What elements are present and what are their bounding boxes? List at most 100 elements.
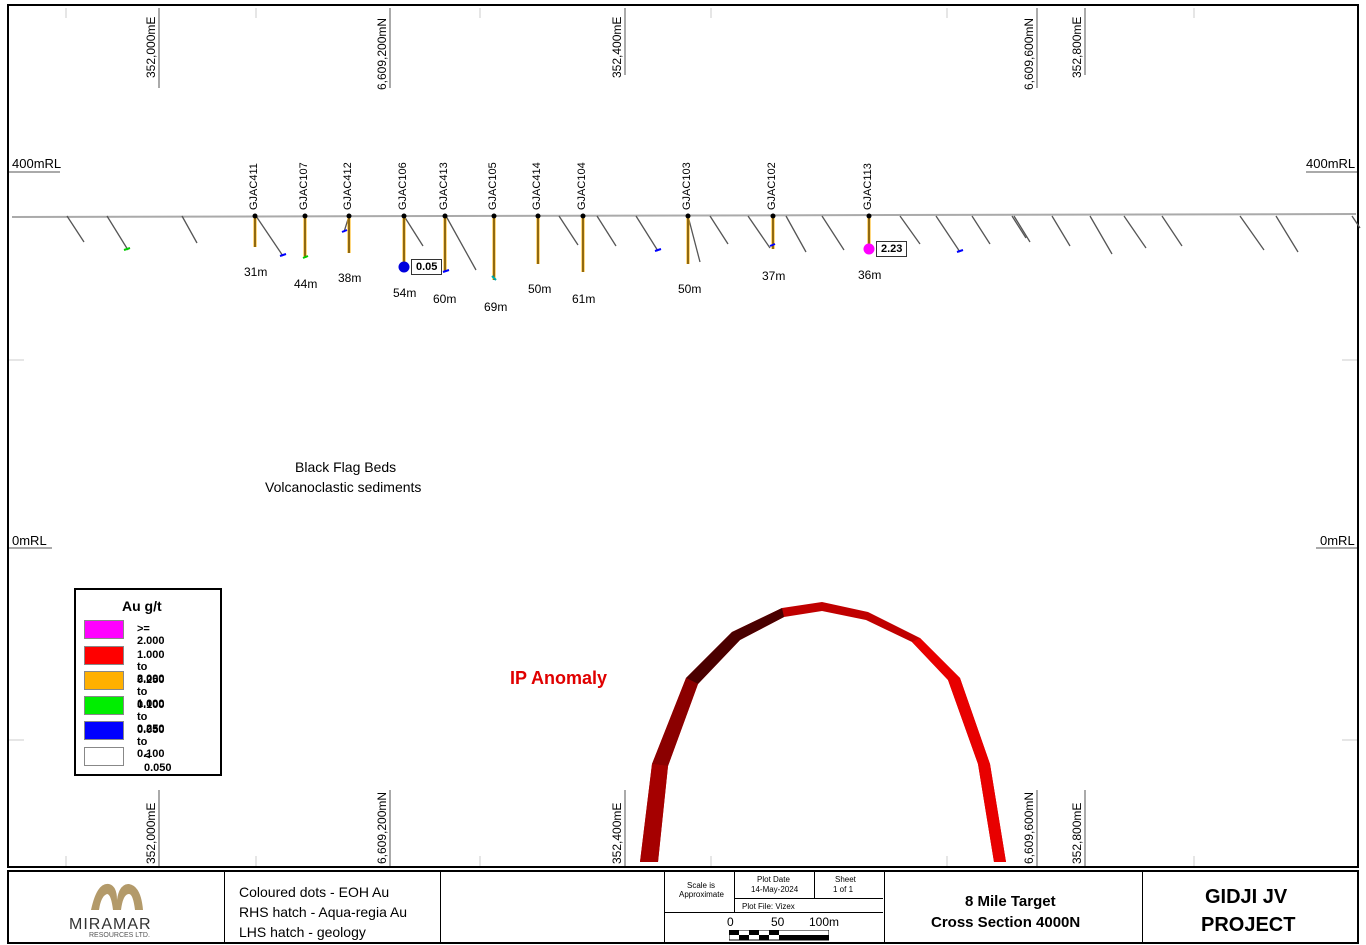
drillhole-gjac106 — [401, 213, 407, 267]
hole-depth-gjac412: 38m — [338, 271, 362, 285]
drillhole-gjac113 — [866, 213, 872, 245]
legend-swatch-green — [84, 696, 124, 715]
northing-label-6609600-top: 6,609,600mN — [1022, 17, 1036, 90]
legend-label: < 0.050 — [144, 750, 172, 774]
drillhole-gjac105 — [491, 213, 497, 280]
hole-id-gjac414: GJAC414 — [531, 162, 543, 210]
project-name: GIDJI JV — [1205, 886, 1288, 908]
project-label: PROJECT — [1201, 914, 1296, 936]
drillhole-gjac413 — [442, 213, 448, 272]
company-subtitle: RESOURCES LTD. — [89, 932, 150, 939]
hole-id-gjac106: GJAC106 — [397, 162, 409, 210]
hole-depth-gjac105: 69m — [484, 300, 508, 314]
plot-date-label: Plot Date — [757, 875, 790, 884]
note-line-3: LHS hatch - geology — [239, 924, 366, 940]
sheet-label: Sheet — [835, 875, 856, 884]
hole-id-gjac113: GJAC113 — [862, 163, 874, 210]
ip-anomaly-label: IP Anomaly — [510, 668, 608, 688]
note-line-2: RHS hatch - Aqua-regia Au — [239, 904, 408, 920]
northing-label-6609200-top: 6,609,200mN — [375, 17, 389, 90]
hole-depth-gjac104: 61m — [572, 292, 596, 306]
plot-file: Plot File: Vizex — [742, 902, 795, 911]
legend-label: 1.000 to 2.000 — [137, 649, 165, 685]
rl0-label-right: 0mRL — [1320, 533, 1355, 548]
blank-cell — [441, 872, 665, 942]
hole-id-gjac102: GJAC102 — [766, 162, 778, 210]
notes-cell: Coloured dots - EOH Au RHS hatch - Aqua-… — [225, 872, 441, 942]
legend-title: Au g/t — [122, 598, 162, 614]
hole-depth-gjac113: 36m — [858, 268, 882, 282]
scale-bar-graphic — [729, 930, 829, 941]
legend-swatch-red — [84, 646, 124, 665]
sheet-value: 1 of 1 — [833, 885, 854, 894]
rl400-label-left: 400mRL — [12, 156, 62, 171]
easting-label-352000-top: 352,000mE — [144, 16, 158, 78]
legend-swatch-orange — [84, 671, 124, 690]
hole-depth-gjac102: 37m — [762, 269, 786, 283]
scale-note: Scale is Approximate — [679, 881, 724, 899]
legend-label: 0.050 to 0.100 — [137, 724, 165, 760]
legend-swatch-blue — [84, 721, 124, 740]
drillhole-gjac102 — [770, 213, 776, 249]
legend-label: 0.100 to 0.250 — [137, 699, 165, 735]
grid-ticks — [9, 8, 1357, 866]
drillhole-gjac107 — [302, 213, 308, 258]
rl0-label-left: 0mRL — [12, 533, 47, 548]
easting-label-352800-bottom: 352,800mE — [1070, 802, 1084, 864]
easting-label-352400-top: 352,400mE — [610, 16, 624, 78]
plot-info-cell: Scale is Approximate Plot Date 14-May-20… — [665, 872, 885, 942]
miramar-logo-icon — [91, 883, 143, 910]
hole-depth-gjac107: 44m — [294, 277, 318, 291]
target-name: 8 Mile Target — [965, 893, 1056, 910]
hole-depth-gjac103: 50m — [678, 282, 702, 296]
company-logo-cell: MIRAMAR RESOURCES LTD. — [9, 872, 225, 942]
hole-id-gjac413: GJAC413 — [438, 162, 450, 210]
section-frame — [7, 4, 1359, 868]
hole-depth-gjac411: 31m — [244, 265, 268, 279]
drillhole-gjac104 — [580, 213, 586, 272]
project-cell: GIDJI JV PROJECT — [1143, 872, 1357, 942]
legend-label: >= 2.000 — [137, 623, 165, 647]
drillhole-gjac103 — [685, 213, 691, 264]
company-name: MIRAMAR — [69, 916, 152, 933]
topography-surface — [11, 213, 1357, 218]
labelled-drillholes — [252, 213, 875, 281]
note-line-1: Coloured dots - EOH Au — [239, 884, 390, 900]
hole-id-gjac103: GJAC103 — [681, 162, 693, 210]
eoh-value-gjac113: 2.23 — [876, 241, 908, 257]
hole-id-gjac411: GJAC411 — [248, 163, 260, 210]
legend-swatch-white — [84, 747, 124, 766]
drillhole-gjac412 — [346, 213, 352, 253]
eoh-dot-gjac106 — [398, 261, 410, 273]
cross-section-canvas — [9, 8, 1361, 866]
northing-label-6609200-bottom: 6,609,200mN — [375, 791, 389, 864]
drillhole-gjac411 — [252, 213, 258, 247]
hole-id-gjac104: GJAC104 — [576, 162, 588, 210]
eoh-value-gjac106: 0.05 — [411, 259, 443, 275]
geology-label-line1: Black Flag Beds — [295, 459, 397, 475]
hole-depth-gjac413: 60m — [433, 292, 457, 306]
easting-label-352000-bottom: 352,000mE — [144, 802, 158, 864]
eoh-dot-gjac113 — [863, 243, 875, 255]
scalebar-label-0: 0 — [727, 915, 734, 929]
rl400-label-right: 400mRL — [1306, 156, 1356, 171]
background-drillholes — [66, 215, 1361, 271]
hole-depth-gjac414: 50m — [528, 282, 552, 296]
geology-label-line2: Volcanoclastic sediments — [265, 479, 422, 495]
scalebar-label-100m: 100m — [809, 915, 840, 929]
hole-id-gjac107: GJAC107 — [298, 162, 310, 210]
legend-label: 0.250 to 1.000 — [137, 674, 165, 710]
drillhole-gjac414 — [535, 213, 541, 264]
section-name: Cross Section 4000N — [931, 914, 1081, 931]
easting-label-352800-top: 352,800mE — [1070, 16, 1084, 78]
hole-id-gjac412: GJAC412 — [342, 162, 354, 210]
northing-label-6609600-bottom: 6,609,600mN — [1022, 791, 1036, 864]
legend-swatch-magenta — [84, 620, 124, 639]
ip-anomaly-shape — [640, 602, 1006, 862]
scalebar-label-50: 50 — [771, 915, 785, 929]
plot-date: 14-May-2024 — [751, 885, 799, 894]
au-legend: Au g/t >= 2.000 1.000 to 2.000 0.250 to … — [74, 588, 222, 776]
title-block: MIRAMAR RESOURCES LTD. Coloured dots - E… — [7, 870, 1359, 944]
section-title-cell: 8 Mile Target Cross Section 4000N — [885, 872, 1143, 942]
easting-label-352400-bottom: 352,400mE — [610, 802, 624, 864]
